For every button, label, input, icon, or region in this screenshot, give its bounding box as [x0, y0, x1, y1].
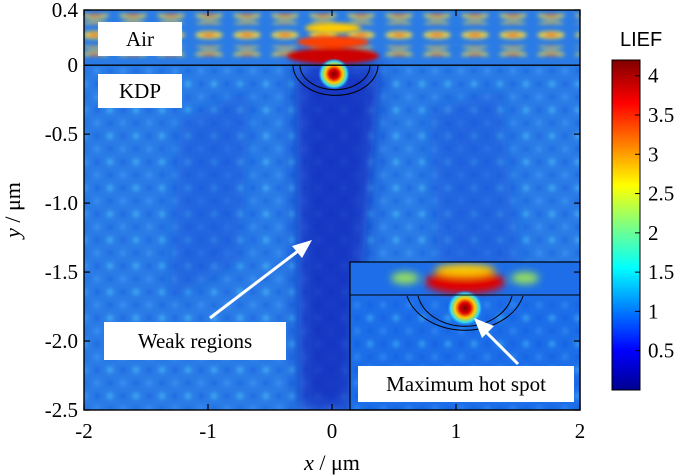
kdp-label: KDP [119, 79, 161, 103]
interface-hot-arcs [287, 23, 379, 64]
colorbar-tick-label: 2.5 [648, 182, 674, 206]
y-tick-label: 0 [68, 53, 79, 77]
x-tick-label: 1 [451, 419, 462, 443]
weak-regions-arrow [209, 246, 303, 320]
colorbar [611, 59, 641, 391]
heatmap-plot [84, 10, 580, 410]
colorbar-tick-label: 1.5 [648, 260, 674, 284]
x-tick-label: 0 [327, 419, 338, 443]
weak-regions-label: Weak regions [138, 329, 252, 353]
y-axis-ticks: 0.4 0 -0.5 -1.0 -1.5 -2.0 -2.5 [45, 0, 580, 422]
x-axis-ticks: -2 -1 0 1 2 [75, 10, 585, 443]
hemisphere-outline [292, 64, 379, 96]
air-label-box [98, 22, 182, 56]
hot-spot-box [358, 366, 574, 402]
kdp-label-box [98, 74, 182, 108]
x-tick-label: -2 [75, 419, 93, 443]
hot-spot-main [318, 58, 350, 90]
hot-spot-label: Maximum hot spot [386, 372, 546, 396]
weak-regions-arrowhead [292, 240, 312, 258]
y-tick-label: -0.5 [45, 122, 78, 146]
y-axis-label: y / μm [0, 182, 25, 240]
x-tick-label: -1 [199, 419, 217, 443]
x-axis-label: x / μm [303, 450, 360, 475]
y-tick-label: -2.0 [45, 329, 78, 353]
hot-spot-arrowhead [474, 318, 494, 338]
x-tick-label: 2 [575, 419, 586, 443]
weak-regions-box [104, 322, 286, 360]
y-tick-label: -1.5 [45, 260, 78, 284]
hemisphere-inner-outline [299, 64, 371, 91]
weak-region-shading [170, 64, 520, 410]
y-tick-label: -1.0 [45, 191, 78, 215]
colorbar-tick-label: 0.5 [648, 339, 674, 363]
air-label: Air [126, 27, 154, 51]
colorbar-tick-label: 2 [648, 221, 659, 245]
colorbar-tick-label: 3.5 [648, 103, 674, 127]
colorbar-tick-label: 1 [648, 299, 659, 323]
colorbar-title: LIEF [620, 29, 662, 51]
y-tick-label: -2.5 [45, 398, 78, 422]
hot-spot-inset [447, 290, 483, 326]
colorbar-tick-label: 3 [648, 142, 659, 166]
colorbar-tick-label: 4 [648, 64, 659, 88]
colorbar-ticks: 0.5 1 1.5 2 2.5 3 3.5 4 [635, 64, 674, 363]
y-tick-label: 0.4 [52, 0, 79, 22]
